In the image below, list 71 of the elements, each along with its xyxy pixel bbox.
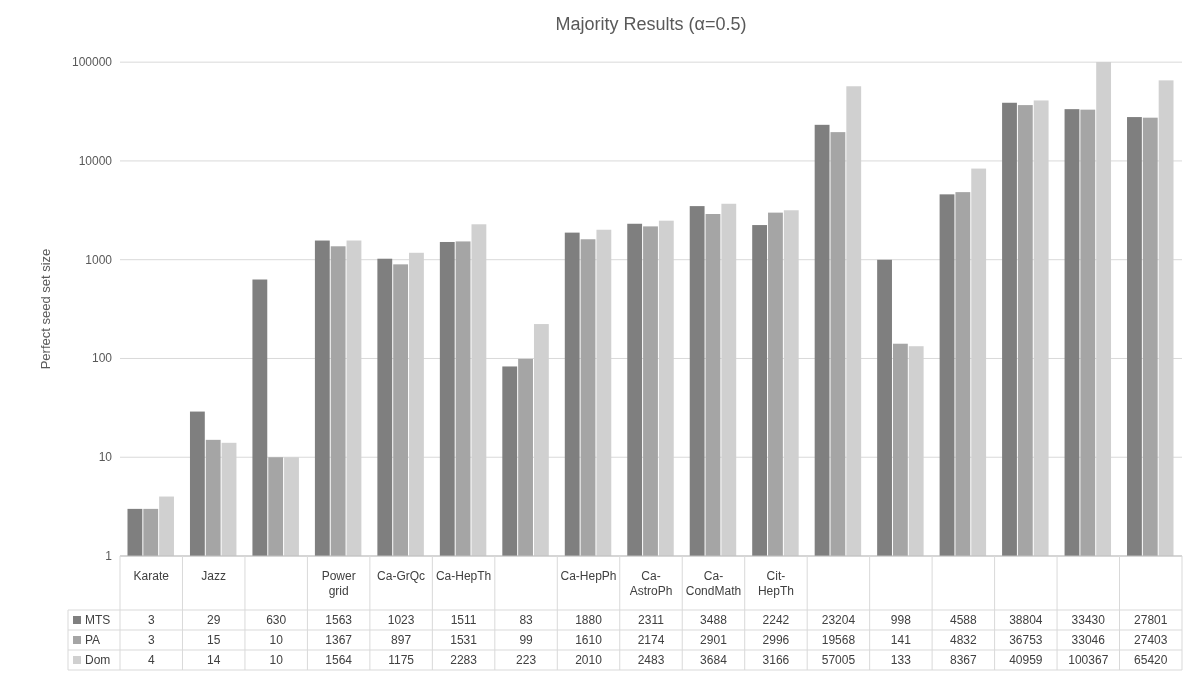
data-label: 3166 (762, 653, 790, 667)
data-label: 83 (519, 613, 534, 627)
x-tick-label: Ca-HepTh (435, 569, 492, 583)
data-label: 3684 (700, 653, 728, 667)
data-label: 3488 (700, 613, 728, 627)
data-label: 14 (207, 653, 221, 667)
legend-label: PA (85, 633, 101, 647)
data-label: 38804 (1009, 613, 1043, 627)
data-label: 630 (266, 613, 287, 627)
data-label: 36753 (1009, 633, 1043, 647)
data-label: 1175 (388, 653, 415, 667)
data-label: 1610 (575, 633, 603, 647)
y-tick-label: 100000 (71, 55, 113, 70)
y-axis-title: Perfect seed set size (38, 248, 53, 370)
data-label: 57005 (821, 653, 856, 667)
chart-title: Majority Results (α=0.5) (555, 14, 747, 34)
data-label: 3 (147, 633, 155, 647)
data-label: 1880 (575, 613, 603, 627)
y-tick-label: 100 (91, 351, 113, 366)
x-tick-label: Ca-GrQc (377, 569, 426, 583)
data-label: 33046 (1071, 633, 1106, 647)
legend-label: Dom (85, 653, 111, 667)
data-label: 2242 (762, 613, 790, 627)
data-label: 19568 (821, 633, 856, 647)
data-label: 2311 (638, 613, 665, 627)
y-tick-label: 1 (105, 549, 113, 563)
x-tick-label: Ca-AstroPh (629, 569, 673, 598)
data-label: 29 (207, 613, 221, 627)
x-tick-label: Ca-CondMath (685, 569, 742, 598)
x-tick-label: Power grid (321, 569, 356, 598)
data-label: 2996 (762, 633, 790, 647)
data-label: 100367 (1068, 653, 1109, 667)
x-tick-label: Jazz (201, 569, 227, 583)
data-label: 133 (890, 653, 912, 667)
data-label: 1511 (450, 613, 477, 627)
data-label: 10 (269, 633, 284, 647)
x-tick-label: Ca-HepPh (560, 569, 617, 583)
data-label: 4 (147, 653, 155, 667)
y-tick-label: 10000 (78, 153, 113, 168)
data-label: 4832 (950, 633, 978, 647)
data-label: 1367 (325, 633, 353, 647)
data-label: 1563 (325, 613, 353, 627)
data-label: 1531 (450, 633, 478, 647)
y-tick-label: 1000 (85, 252, 113, 267)
data-label: 3 (147, 613, 155, 627)
data-label: 10 (269, 653, 284, 667)
data-label: 40959 (1009, 653, 1043, 667)
data-label: 2483 (637, 653, 665, 667)
data-label: 2174 (637, 633, 665, 647)
data-label: 8367 (950, 653, 978, 667)
data-label: 897 (391, 633, 412, 647)
data-label: 1023 (387, 613, 415, 627)
y-tick-label: 10 (98, 450, 113, 465)
x-tick-label: Cit-HepTh (757, 569, 794, 598)
data-label: 27403 (1134, 633, 1168, 647)
data-label: 2901 (700, 633, 728, 647)
data-label: 2283 (450, 653, 478, 667)
data-label: 99 (519, 633, 534, 647)
data-label: 141 (890, 633, 912, 647)
data-label: 33430 (1071, 613, 1106, 627)
data-label: 23204 (821, 613, 856, 627)
data-label: 27801 (1134, 613, 1168, 627)
data-label: 15 (207, 633, 221, 647)
legend-label: MTS (85, 613, 111, 627)
data-label: 998 (890, 613, 912, 627)
data-label: 1564 (325, 653, 353, 667)
x-tick-label: Karate (133, 569, 170, 583)
data-label: 4588 (950, 613, 978, 627)
data-label: 65420 (1134, 653, 1168, 667)
data-label: 2010 (575, 653, 603, 667)
data-label: 223 (516, 653, 537, 667)
